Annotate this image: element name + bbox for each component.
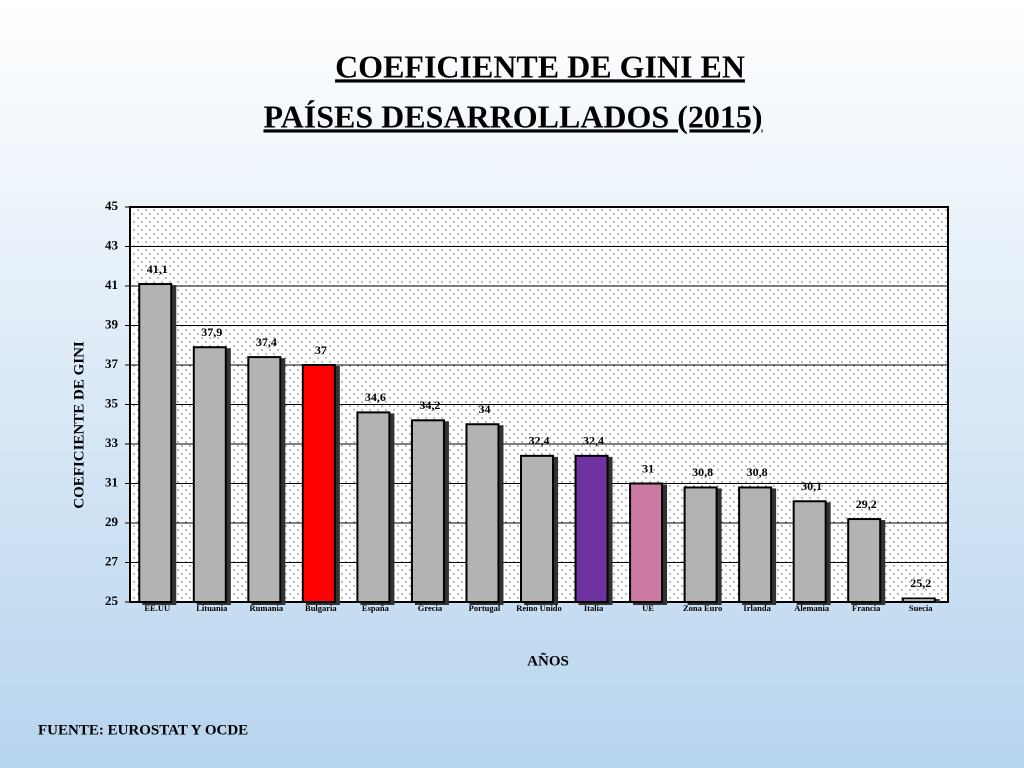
bar xyxy=(683,486,718,604)
data-label: 37,4 xyxy=(256,335,277,349)
bar xyxy=(192,346,227,603)
chart-title: PAÍSES DESARROLLADOS (2015) xyxy=(263,98,762,134)
bar xyxy=(465,423,500,603)
x-tick-label: Portugal xyxy=(469,603,501,613)
bar xyxy=(138,283,173,603)
x-tick-label: Alemania xyxy=(794,603,830,613)
data-label: 37,9 xyxy=(201,325,222,339)
bar xyxy=(520,454,554,603)
chart-title: COEFICIENTE DE GINI EN xyxy=(335,48,745,84)
bar xyxy=(847,518,882,603)
data-label: 30,8 xyxy=(747,465,768,479)
bar xyxy=(629,482,664,603)
bar xyxy=(301,364,336,603)
bar xyxy=(574,454,609,603)
data-label: 32,4 xyxy=(529,434,550,448)
x-tick-label: Irlanda xyxy=(743,603,771,613)
x-tick-label: UE xyxy=(642,603,654,613)
x-tick-label: Grecia xyxy=(418,603,443,613)
x-tick-label: Zona Euro xyxy=(683,603,722,613)
data-label: 41,1 xyxy=(147,262,168,276)
data-label: 37 xyxy=(315,343,327,357)
bar xyxy=(901,597,936,603)
data-label: 32,4 xyxy=(583,434,604,448)
y-tick-label: 45 xyxy=(105,198,119,213)
bar xyxy=(792,500,827,603)
y-tick-label: 29 xyxy=(105,514,119,529)
x-tick-label: Bulgaria xyxy=(305,603,337,613)
data-label: 30,1 xyxy=(801,479,822,493)
x-tick-label: Rumania xyxy=(250,603,284,613)
x-tick-label: Francia xyxy=(852,603,881,613)
x-tick-label: España xyxy=(362,603,390,613)
x-tick-label: Lituania xyxy=(196,603,228,613)
source-note: FUENTE: EUROSTAT Y OCDE xyxy=(38,722,248,738)
y-tick-label: 41 xyxy=(105,277,118,292)
y-tick-label: 31 xyxy=(105,474,118,489)
x-tick-label: EE.UU xyxy=(144,603,170,613)
bar xyxy=(410,419,445,603)
y-tick-label: 25 xyxy=(105,593,119,608)
x-axis-label: AÑOS xyxy=(527,651,569,669)
y-tick-label: 35 xyxy=(105,395,119,410)
y-axis-label: COEFICIENTE DE GINI xyxy=(71,341,87,509)
y-tick-label: 37 xyxy=(105,356,119,371)
data-label: 34 xyxy=(478,402,490,416)
data-label: 30,8 xyxy=(692,465,713,479)
y-tick-label: 39 xyxy=(105,316,119,331)
x-tick-label: Suecia xyxy=(909,603,933,613)
y-tick-label: 43 xyxy=(105,237,119,252)
data-label: 29,2 xyxy=(856,497,877,511)
data-label: 31 xyxy=(642,461,654,475)
data-label: 34,2 xyxy=(419,398,440,412)
x-tick-label: Italia xyxy=(584,603,604,613)
y-tick-label: 27 xyxy=(105,553,119,568)
bar xyxy=(247,356,282,603)
x-tick-label: Reino Unido xyxy=(516,603,562,613)
bar xyxy=(356,411,391,603)
data-label: 25,2 xyxy=(910,576,931,590)
y-tick-label: 33 xyxy=(105,435,119,450)
data-label: 34,6 xyxy=(365,390,386,404)
bar xyxy=(738,486,773,604)
